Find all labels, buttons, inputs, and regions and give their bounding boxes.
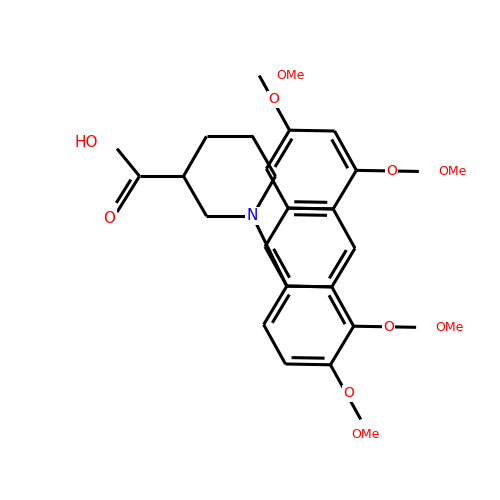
Text: OMe: OMe <box>435 321 464 334</box>
Text: N: N <box>247 208 258 224</box>
Text: O: O <box>386 164 397 178</box>
Text: O: O <box>344 386 354 400</box>
Text: OMe: OMe <box>438 165 466 178</box>
Text: OMe: OMe <box>352 428 380 441</box>
Text: O: O <box>104 210 116 226</box>
Text: O: O <box>383 320 394 334</box>
Text: HO: HO <box>74 135 98 150</box>
Text: OMe: OMe <box>276 69 305 82</box>
Text: O: O <box>268 92 279 106</box>
